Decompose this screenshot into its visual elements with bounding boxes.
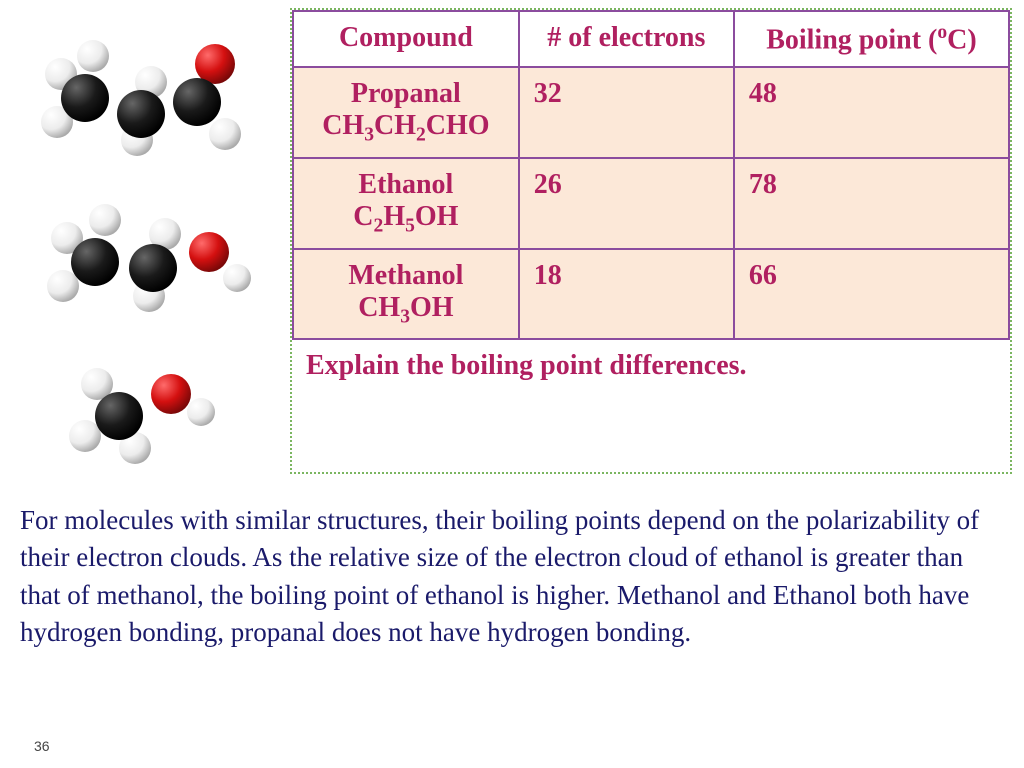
ethanol-molecule: [15, 186, 275, 336]
table-row: Methanol CH3OH 18 66: [293, 249, 1009, 340]
cell-electrons: 32: [519, 67, 734, 158]
table-caption: Explain the boiling point differences.: [292, 340, 1010, 396]
cell-bp: 66: [734, 249, 1009, 340]
compounds-table: Compound # of electrons Boiling point (o…: [292, 10, 1010, 340]
molecule-column: [0, 8, 290, 474]
table-row: Propanal CH3CH2CHO 32 48: [293, 67, 1009, 158]
cell-compound: Propanal CH3CH2CHO: [293, 67, 519, 158]
explanation-paragraph: For molecules with similar structures, t…: [0, 474, 1024, 651]
cell-bp: 48: [734, 67, 1009, 158]
cell-electrons: 18: [519, 249, 734, 340]
page-number: 36: [34, 738, 50, 754]
cell-electrons: 26: [519, 158, 734, 249]
table-row: Ethanol C2H5OH 26 78: [293, 158, 1009, 249]
compounds-table-container: Compound # of electrons Boiling point (o…: [290, 8, 1012, 474]
cell-compound: Methanol CH3OH: [293, 249, 519, 340]
table-header-row: Compound # of electrons Boiling point (o…: [293, 11, 1009, 67]
cell-bp: 78: [734, 158, 1009, 249]
propanal-molecule: [15, 28, 275, 178]
col-electrons: # of electrons: [519, 11, 734, 67]
methanol-molecule: [25, 344, 265, 474]
col-bp: Boiling point (oC): [734, 11, 1009, 67]
cell-compound: Ethanol C2H5OH: [293, 158, 519, 249]
col-compound: Compound: [293, 11, 519, 67]
